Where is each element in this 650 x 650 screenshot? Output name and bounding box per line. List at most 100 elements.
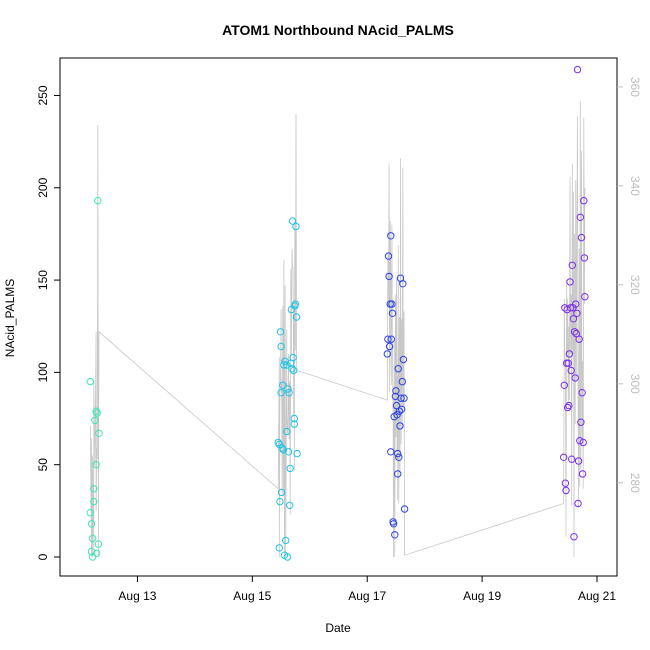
data-point: [278, 444, 286, 452]
data-point: [399, 280, 407, 288]
data-point: [388, 309, 397, 317]
background-trace: [89, 100, 586, 558]
data-point: [400, 394, 408, 402]
y-axis-label: NAcid_PALMS: [3, 279, 17, 357]
data-point: [578, 470, 587, 478]
data-point: [292, 222, 300, 231]
data-point: [561, 304, 569, 312]
data-point: [274, 438, 282, 447]
y2-tick-label: 340: [628, 176, 642, 196]
data-point: [279, 446, 288, 454]
data-point: [394, 365, 402, 373]
data-points: [86, 65, 589, 561]
data-point: [568, 261, 576, 269]
data-point: [388, 300, 396, 308]
y-tick-label: 0: [36, 553, 50, 560]
data-point: [389, 520, 398, 528]
data-point: [384, 252, 393, 260]
data-point: [93, 409, 101, 417]
data-point: [398, 405, 406, 413]
data-point: [276, 497, 284, 506]
data-point: [285, 389, 293, 397]
data-point: [566, 278, 574, 286]
data-point: [282, 536, 290, 545]
data-point: [560, 381, 568, 389]
plot-frame: [59, 57, 618, 577]
data-point: [279, 381, 287, 389]
data-point: [93, 549, 101, 557]
data-point: [396, 422, 404, 430]
data-point: [387, 232, 395, 240]
data-point: [284, 448, 293, 456]
data-point: [87, 547, 96, 556]
data-point: [577, 418, 585, 426]
data-point: [574, 499, 582, 508]
data-point: [87, 520, 96, 528]
data-point: [579, 438, 587, 447]
data-point: [275, 544, 283, 552]
data-point: [562, 486, 570, 495]
data-point: [580, 254, 589, 262]
data-point: [86, 509, 95, 517]
data-point: [570, 533, 578, 541]
x-tick-label: Aug 13: [118, 589, 156, 603]
data-point: [394, 470, 402, 478]
chart-title: ATOM1 Northbound NAcid_PALMS: [222, 22, 454, 38]
y2-tick-label: 300: [628, 374, 642, 394]
data-point: [385, 272, 393, 281]
data-point: [567, 366, 575, 375]
data-point: [570, 328, 579, 336]
data-point: [283, 427, 291, 436]
x-tick-label: Aug 21: [578, 589, 616, 603]
data-point: [384, 335, 392, 343]
data-point: [395, 407, 404, 415]
data-point: [569, 315, 578, 323]
data-point: [394, 449, 402, 458]
data-point: [91, 416, 99, 425]
data-point: [387, 335, 395, 343]
data-point: [277, 342, 285, 351]
y2-tick-label: 360: [628, 77, 642, 97]
data-point: [571, 374, 579, 382]
x-axis: Aug 13 Aug 15 Aug 17 Aug 19 Aug 21: [118, 576, 616, 603]
data-point: [94, 197, 102, 205]
data-point: [289, 353, 297, 362]
y-axis: 0 50 100 150 200 250: [36, 85, 60, 560]
data-point: [565, 401, 573, 410]
data-point: [92, 461, 100, 469]
y-tick-label: 50: [36, 458, 50, 472]
data-point: [292, 313, 301, 321]
data-point: [290, 420, 298, 428]
data-point: [95, 429, 103, 437]
data-point: [392, 387, 400, 395]
data-point: [94, 540, 103, 548]
data-point: [393, 411, 401, 419]
data-point: [574, 457, 583, 465]
data-point: [573, 65, 582, 74]
data-point: [277, 389, 285, 397]
data-point: [291, 300, 300, 308]
data-point: [283, 361, 291, 369]
y2-tick-label: 320: [628, 275, 642, 295]
data-point: [572, 329, 580, 338]
data-point: [90, 485, 98, 493]
data-point: [565, 350, 574, 358]
data-point: [566, 304, 575, 312]
data-point: [392, 401, 401, 410]
data-point: [575, 335, 583, 343]
data-point: [580, 197, 588, 205]
y-tick-label: 200: [36, 177, 50, 197]
data-point: [284, 385, 292, 393]
data-point: [88, 553, 97, 561]
data-point: [561, 479, 570, 487]
data-point: [564, 403, 572, 412]
data-point: [290, 366, 298, 375]
data-point: [576, 213, 584, 222]
data-point: [288, 217, 297, 225]
x-tick-label: Aug 15: [233, 589, 271, 603]
data-point: [293, 449, 301, 458]
data-point: [92, 407, 100, 415]
data-point: [90, 497, 98, 506]
data-point: [572, 300, 580, 308]
y2-tick-label: 280: [628, 473, 642, 493]
